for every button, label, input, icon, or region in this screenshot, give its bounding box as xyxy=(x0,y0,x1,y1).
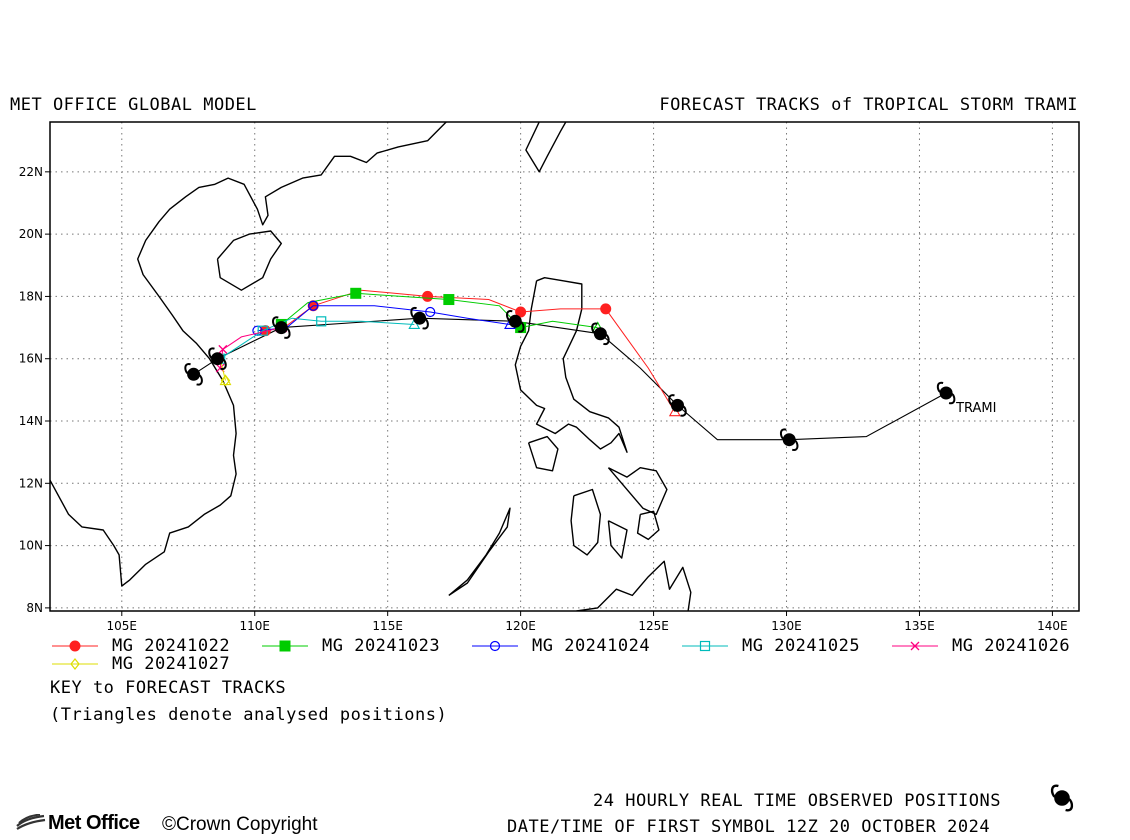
first-symbol-datetime: DATE/TIME OF FIRST SYMBOL 12Z 20 OCTOBER… xyxy=(507,817,991,837)
forecast-tracks xyxy=(215,287,681,417)
legend-label: MG 20241026 xyxy=(952,636,1071,656)
forecast-point xyxy=(422,290,434,302)
forecast-point xyxy=(218,344,228,354)
storm-symbol-icon xyxy=(184,363,203,386)
forecast-point xyxy=(600,303,612,315)
graticule-grid xyxy=(50,122,1079,611)
forecast-point xyxy=(316,316,327,327)
coastline xyxy=(525,122,567,173)
crown-copyright: ©Crown Copyright xyxy=(162,814,318,835)
tick-label-lat: 18N xyxy=(19,289,43,303)
coastlines xyxy=(50,122,692,611)
legend-label: MG 20241024 xyxy=(532,636,651,656)
tick-label-lon: 140E xyxy=(1037,619,1068,633)
legend-marker xyxy=(69,640,81,652)
tick-label-lat: 14N xyxy=(19,414,43,428)
met-office-swoosh-icon xyxy=(16,813,46,830)
legend-label: MG 20241023 xyxy=(322,636,441,656)
observed-positions-label: 24 HOURLY REAL TIME OBSERVED POSITIONS xyxy=(593,791,1001,811)
tick-label-lat: 20N xyxy=(19,227,43,241)
forecast-track-line xyxy=(219,317,415,360)
forecast-point xyxy=(425,306,436,318)
legend-marker xyxy=(699,640,711,652)
legend-label: MG 20241027 xyxy=(112,654,231,674)
forecast-point xyxy=(308,300,319,311)
legend-label: MG 20241025 xyxy=(742,636,861,656)
storm-symbol-icon xyxy=(936,381,956,405)
forecast-track-line xyxy=(219,327,282,369)
tick-label-lon: 110E xyxy=(239,619,270,633)
legend-label: MG 20241022 xyxy=(112,636,231,656)
tick-label-lon: 115E xyxy=(372,619,403,633)
forecast-track-line xyxy=(280,292,598,329)
legend-marker xyxy=(910,641,920,651)
tick-label-lon: 130E xyxy=(771,619,802,633)
legend-markers xyxy=(52,640,938,670)
key-title: KEY to FORECAST TRACKS xyxy=(50,678,287,698)
header-right-title: FORECAST TRACKS of TROPICAL STORM TRAMI xyxy=(659,95,1078,115)
tick-label-lon: 135E xyxy=(904,619,935,633)
coastline xyxy=(216,230,282,291)
header-left-title: MET OFFICE GLOBAL MODEL xyxy=(10,95,257,115)
forecast-track-line xyxy=(265,289,676,412)
coastline xyxy=(607,467,668,516)
coastline xyxy=(50,122,447,587)
coastline xyxy=(570,488,602,556)
tick-label-lat: 12N xyxy=(19,476,43,490)
tick-label-lat: 10N xyxy=(19,539,43,553)
observed-position-symbol-icon xyxy=(1050,784,1074,812)
tick-label-lon: 105E xyxy=(107,619,138,633)
forecast-point xyxy=(515,322,527,334)
coastline xyxy=(636,510,660,541)
legend-marker xyxy=(70,658,80,670)
observed-track-line xyxy=(193,317,947,441)
axis-ticks: 105E 110E 115E 120E 125E 130E 135E 140E 8N 10N 12N… xyxy=(19,165,1068,633)
tick-label-lat: 8N xyxy=(26,601,43,615)
legend-marker xyxy=(279,640,291,652)
key-note: (Triangles denote analysed positions) xyxy=(50,705,448,725)
storm-symbol-icon xyxy=(779,428,799,451)
legend-marker xyxy=(489,640,501,652)
met-office-logo: Met Office xyxy=(16,812,140,835)
analysed-position-triangle xyxy=(219,374,232,386)
forecast-series xyxy=(259,289,676,412)
tick-label-lat: 22N xyxy=(19,165,43,179)
coastline xyxy=(527,435,559,472)
forecast-point xyxy=(443,294,455,306)
forecast-point xyxy=(350,287,362,299)
coastline xyxy=(448,507,511,596)
met-office-logo-text: Met Office xyxy=(48,812,140,834)
tick-label-lon: 125E xyxy=(638,619,669,633)
tick-label-lat: 16N xyxy=(19,352,43,366)
forecast-point xyxy=(515,306,527,318)
storm-name-label: TRAMI xyxy=(955,401,996,416)
coastline xyxy=(514,277,628,453)
tick-label-lon: 120E xyxy=(505,619,536,633)
coastline xyxy=(607,520,628,559)
coastline xyxy=(576,560,692,611)
forecast-series xyxy=(215,316,415,364)
observed-track xyxy=(193,317,947,441)
forecast-point xyxy=(220,374,231,387)
plot-frame xyxy=(49,121,1080,612)
